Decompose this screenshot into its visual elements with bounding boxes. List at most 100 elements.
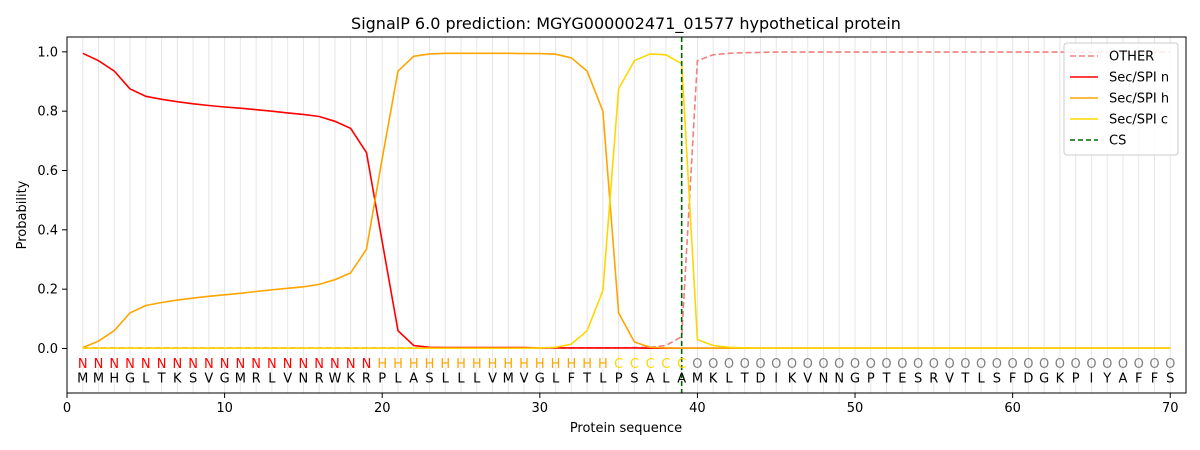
region-label: O (708, 357, 718, 372)
residue-label: T (582, 372, 591, 387)
region-label: N (188, 357, 198, 372)
residue-label: M (93, 372, 104, 387)
x-tick-label: 10 (216, 401, 233, 416)
residue-label: A (677, 372, 686, 387)
region-label: N (141, 357, 151, 372)
y-tick-label: 0.6 (37, 164, 58, 179)
region-label: N (204, 357, 214, 372)
grid-lines (82, 37, 1171, 393)
region-label: H (472, 357, 482, 372)
residue-label: S (993, 372, 1001, 387)
region-label: O (787, 357, 797, 372)
y-axis-ticks: 0.0 0.2 0.4 0.6 0.8 1.0 (37, 45, 67, 357)
residue-label: T (740, 372, 749, 387)
residue-label: L (394, 372, 402, 387)
x-axis-label: Protein sequence (570, 421, 682, 436)
residue-label: T (157, 372, 166, 387)
residue-label: L (725, 372, 733, 387)
region-label: O (1134, 357, 1144, 372)
residue-label: L (977, 372, 985, 387)
residue-label: M (503, 372, 514, 387)
region-label: H (393, 357, 403, 372)
region-label: N (157, 357, 167, 372)
residue-label: I (1090, 372, 1094, 387)
residue-label: P (615, 372, 623, 387)
region-label: O (1086, 357, 1096, 372)
region-label: C (677, 357, 686, 372)
residue-label: S (914, 372, 922, 387)
residue-label: V (283, 372, 292, 387)
region-label: N (235, 357, 245, 372)
legend-label: Sec/SPI n (1109, 71, 1169, 86)
residue-label: M (77, 372, 88, 387)
residue-label: Y (1102, 372, 1111, 387)
region-label: H (551, 357, 561, 372)
residue-label: S (189, 372, 197, 387)
chart-title: SignalP 6.0 prediction: MGYG000002471_01… (351, 14, 901, 34)
region-label: O (1008, 357, 1018, 372)
region-label: O (692, 357, 702, 372)
residue-label: S (630, 372, 638, 387)
residue-label: T (960, 372, 969, 387)
region-label: N (283, 357, 293, 372)
region-label: H (566, 357, 576, 372)
residue-label: A (646, 372, 655, 387)
residue-label: V (803, 372, 812, 387)
y-tick-label: 0.0 (37, 342, 58, 357)
region-label: O (755, 357, 765, 372)
region-label: O (1023, 357, 1033, 372)
x-axis-ticks: 0 10 20 30 40 50 60 70 (63, 393, 1179, 416)
x-tick-label: 20 (374, 401, 391, 416)
region-label: O (818, 357, 828, 372)
legend: OTHER Sec/SPI n Sec/SPI h Sec/SPI c CS (1063, 42, 1179, 156)
region-label: N (125, 357, 135, 372)
region-label: O (1165, 357, 1175, 372)
region-label: N (251, 357, 261, 372)
x-tick-label: 30 (532, 401, 549, 416)
region-label: O (740, 357, 750, 372)
region-label: N (314, 357, 324, 372)
region-label: N (220, 357, 230, 372)
region-label: C (614, 357, 623, 372)
residue-label: F (568, 372, 575, 387)
residue-label: R (252, 372, 261, 387)
residue-label: K (1056, 372, 1065, 387)
residue-label: F (1135, 372, 1142, 387)
legend-label: Sec/SPI c (1109, 113, 1168, 128)
residue-label: K (346, 372, 355, 387)
region-label: N (346, 357, 356, 372)
region-label: O (1071, 357, 1081, 372)
region-label: C (661, 357, 670, 372)
residue-label: M (235, 372, 246, 387)
residue-label: N (819, 372, 829, 387)
residue-label: V (945, 372, 954, 387)
residue-label: D (755, 372, 765, 387)
region-label: O (913, 357, 923, 372)
region-label: O (771, 357, 781, 372)
residue-label: S (425, 372, 433, 387)
region-label: O (992, 357, 1002, 372)
residue-label: L (442, 372, 450, 387)
residue-label: S (1166, 372, 1174, 387)
residue-label: V (488, 372, 497, 387)
residue-label: E (898, 372, 906, 387)
region-label: N (172, 357, 182, 372)
region-label: O (976, 357, 986, 372)
residue-label: P (378, 372, 386, 387)
residue-label: G (220, 372, 230, 387)
residue-label: G (1039, 372, 1049, 387)
series-line-sec-spi-h (82, 52, 1171, 350)
residue-label: V (204, 372, 213, 387)
region-label: N (267, 357, 277, 372)
series-line-sec-spi-c (82, 53, 1171, 350)
region-label: H (456, 357, 466, 372)
residue-label: L (268, 372, 276, 387)
legend-box (1063, 42, 1179, 156)
residue-label: V (520, 372, 529, 387)
region-label: O (1055, 357, 1065, 372)
region-label: H (440, 357, 450, 372)
residue-label: P (867, 372, 875, 387)
residue-label: K (173, 372, 182, 387)
region-label: C (630, 357, 639, 372)
